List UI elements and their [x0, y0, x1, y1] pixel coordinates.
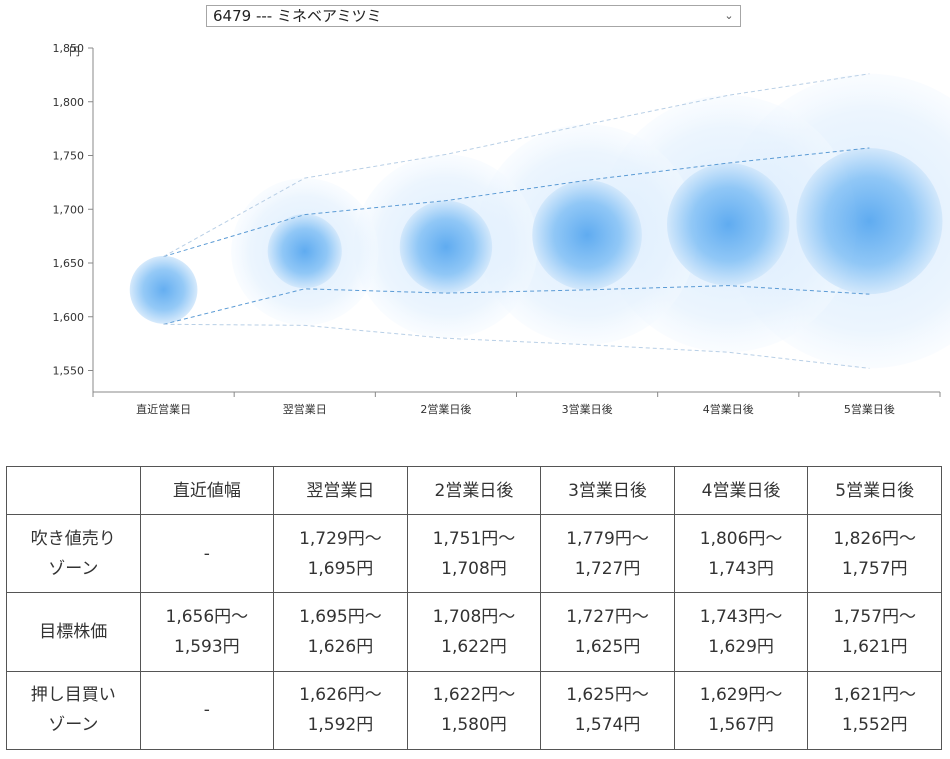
- row-label: 押し目買い ゾーン: [6, 670, 141, 751]
- table-cell: 1,656円～ 1,593円: [139, 592, 275, 672]
- table-cell: 1,751円～ 1,708円: [406, 514, 542, 594]
- table-cell: 1,757円～ 1,621円: [807, 592, 942, 672]
- target-bubble: [129, 256, 198, 324]
- chevron-down-icon: ⌄: [724, 9, 734, 22]
- row-label: 吹き値売り ゾーン: [6, 514, 141, 594]
- table-cell: 1,626円～ 1,592円: [273, 670, 408, 751]
- x-tick-label: 2営業日後: [420, 402, 471, 416]
- table-cell: 1,729円～ 1,695円: [273, 514, 408, 594]
- x-tick-label: 直近営業日: [136, 402, 191, 416]
- table-header: 5営業日後: [807, 465, 942, 516]
- forecast-chart: 円 1,550 1,600 1,650 1,700 1,750 1,800 1,850 直近…: [53, 42, 950, 416]
- y-tick-label: 1,650: [53, 257, 85, 270]
- zone-high-line: [163, 73, 870, 257]
- target-high-line: [163, 147, 870, 258]
- table-cell: 1,806円～ 1,743円: [673, 514, 809, 594]
- table-cell: -: [139, 514, 275, 594]
- x-tick-label: 5営業日後: [844, 402, 895, 416]
- target-bubble: [532, 180, 642, 290]
- y-tick-label: 1,800: [53, 96, 85, 109]
- table-cell: 1,743円～ 1,629円: [673, 592, 809, 672]
- target-bubble: [796, 147, 943, 295]
- table-cell: 1,727円～ 1,625円: [540, 592, 675, 672]
- y-tick-label: 1,600: [53, 311, 85, 324]
- table-row-buy-zone: 押し目買い ゾーン - 1,626円～ 1,592円 1,622円～ 1,580円 1…: [6, 670, 942, 751]
- table-header: 2営業日後: [406, 465, 542, 516]
- target-bubble: [666, 163, 790, 286]
- target-bubble: [267, 214, 342, 289]
- table-header: 3営業日後: [540, 465, 675, 516]
- table-cell: 1,625円～ 1,574円: [540, 670, 675, 751]
- table-cell: 1,779円～ 1,727円: [540, 514, 675, 594]
- stock-select[interactable]: 6479 --- ミネベアミツミ ⌄: [206, 5, 741, 27]
- stock-select-value: 6479 --- ミネベアミツミ: [213, 7, 382, 25]
- y-tick-label: 1,700: [53, 203, 85, 216]
- table-header: 4営業日後: [673, 465, 809, 516]
- table-row-sell-zone: 吹き値売り ゾーン - 1,729円～ 1,695円 1,751円～ 1,708円 1…: [6, 514, 942, 594]
- table-header: 直近値幅: [139, 465, 275, 516]
- table-cell: 1,826円～ 1,757円: [807, 514, 942, 594]
- target-bubbles: [129, 147, 943, 324]
- target-bubble: [399, 200, 493, 294]
- x-tick-label: 4営業日後: [703, 402, 754, 416]
- y-tick-label: 1,750: [53, 150, 85, 163]
- zone-low-line: [163, 323, 870, 369]
- y-tick-label: 1,850: [53, 42, 85, 55]
- row-label: 目標株価: [6, 592, 141, 672]
- forecast-table: 直近値幅 翌営業日 2営業日後 3営業日後 4営業日後 5営業日後 吹き値売りゾ…: [6, 465, 942, 751]
- y-axis-unit: 円: [69, 45, 80, 58]
- y-tick-label: 1,550: [53, 365, 85, 378]
- table-cell: 1,695円～ 1,626円: [273, 592, 408, 672]
- table-cell: 1,708円～ 1,622円: [406, 592, 542, 672]
- target-low-line: [163, 285, 870, 325]
- table-cell: 1,629円～ 1,567円: [673, 670, 809, 751]
- x-ticks: 直近営業日 翌営業日 2営業日後 3営業日後 4営業日後 5営業日後: [92, 392, 941, 416]
- x-tick-label: 3営業日後: [562, 402, 613, 416]
- table-header: 翌営業日: [273, 465, 408, 516]
- table-header-corner: [6, 465, 141, 516]
- y-ticks: 1,550 1,600 1,650 1,700 1,750 1,800 1,850: [53, 42, 93, 378]
- band-lines: [163, 73, 870, 369]
- table-header-row: 直近値幅 翌営業日 2営業日後 3営業日後 4営業日後 5営業日後: [6, 465, 942, 516]
- table-cell: 1,622円～ 1,580円: [406, 670, 542, 751]
- table-cell: -: [139, 670, 275, 751]
- table-row-target-price: 目標株価 1,656円～ 1,593円 1,695円～ 1,626円 1,708円～…: [6, 592, 942, 672]
- table-cell: 1,621円～ 1,552円: [807, 670, 942, 751]
- x-tick-label: 翌営業日: [283, 402, 327, 416]
